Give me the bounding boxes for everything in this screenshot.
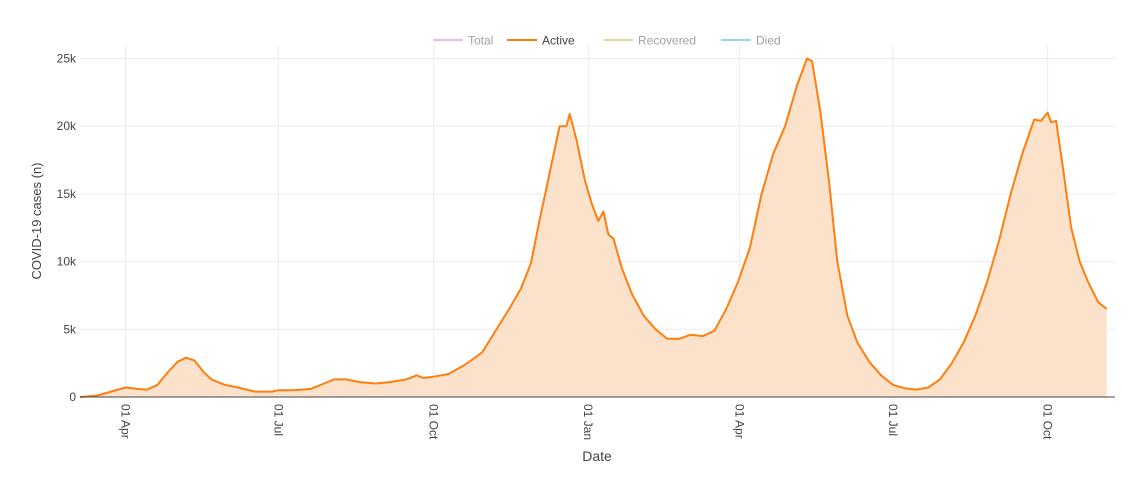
x-tick-label: 01 Jul	[886, 404, 900, 436]
series-layer	[79, 57, 1108, 398]
x-tick-label: 01 Apr	[118, 404, 132, 439]
legend-label: Died	[756, 34, 781, 48]
y-axis-title: COVID-19 cases (n)	[29, 162, 44, 279]
x-axis-title: Date	[582, 448, 612, 464]
axis-layer: 0 5k 10k 15k 20k 25k 01 Apr 01 Jul 01 Oct 01 Jan 0…	[57, 52, 1115, 440]
y-tick-label: 20k	[57, 119, 77, 133]
series-line	[79, 57, 1108, 398]
x-tick-label: 01 Oct	[426, 404, 440, 440]
legend-item[interactable]: Active	[507, 34, 575, 48]
x-tick-label: 01 Jul	[272, 404, 286, 436]
legend-item[interactable]: Recovered	[603, 34, 696, 48]
legend-item[interactable]: Died	[721, 34, 781, 48]
y-tick-label: 15k	[57, 187, 77, 201]
legend-item[interactable]: Total	[433, 34, 493, 48]
x-tick-label: 01 Apr	[733, 404, 747, 439]
legend-layer: Total Active Recovered Died	[433, 34, 781, 48]
series-area	[80, 58, 1107, 397]
legend-label: Total	[468, 34, 493, 48]
y-tick-label: 5k	[63, 322, 77, 336]
grid-layer	[80, 45, 1115, 397]
legend-label: Recovered	[638, 34, 696, 48]
y-tick-label: 0	[69, 390, 76, 404]
y-tick-label: 25k	[57, 52, 77, 66]
x-tick-label: 01 Oct	[1041, 404, 1055, 440]
x-tick-label: 01 Jan	[581, 404, 595, 440]
y-tick-label: 10k	[57, 255, 77, 269]
legend-label: Active	[542, 34, 575, 48]
